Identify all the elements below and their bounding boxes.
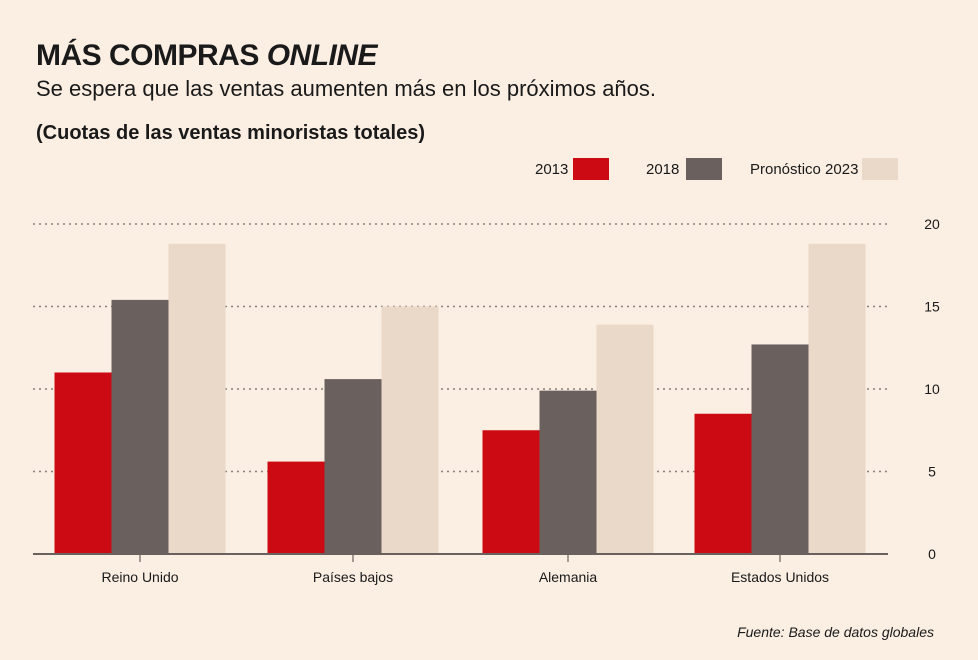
legend-swatch-2018 [686,158,722,180]
bar [111,299,169,554]
bar [267,461,325,554]
chart-title: MÁS COMPRAS ONLINE [36,38,378,74]
bar [808,243,866,555]
bar [694,413,752,554]
legend-label-2013: 2013 [535,161,569,178]
title-main: MÁS COMPRAS [36,39,267,72]
bar [381,306,439,554]
y-tick-label: 5 [928,464,936,480]
chart-subtitle: Se espera que las ventas aumenten más en… [36,76,657,101]
bar [324,379,382,554]
bar [168,243,226,555]
y-tick-label: 20 [924,216,940,232]
legend-swatch-2013 [573,158,609,180]
category-label: Países bajos [313,569,393,585]
title-emphasis: ONLINE [266,39,378,72]
y-tick-label: 0 [928,546,936,562]
legend-label-2023: Pronóstico 2023 [750,161,859,178]
bar [596,324,654,554]
category-label: Alemania [539,569,598,585]
bar [751,344,809,554]
legend-label-2018: 2018 [646,161,680,178]
category-label: Reino Unido [101,569,178,585]
y-tick-label: 10 [924,381,940,397]
source-note: Fuente: Base de datos globales [737,624,934,640]
legend-swatch-2023 [862,158,898,180]
category-label: Estados Unidos [731,569,829,585]
bar [54,372,112,554]
bar [539,390,597,554]
unit-label: (Cuotas de las ventas minoristas totales… [36,122,426,144]
y-tick-label: 15 [924,299,940,315]
bar [482,430,540,554]
